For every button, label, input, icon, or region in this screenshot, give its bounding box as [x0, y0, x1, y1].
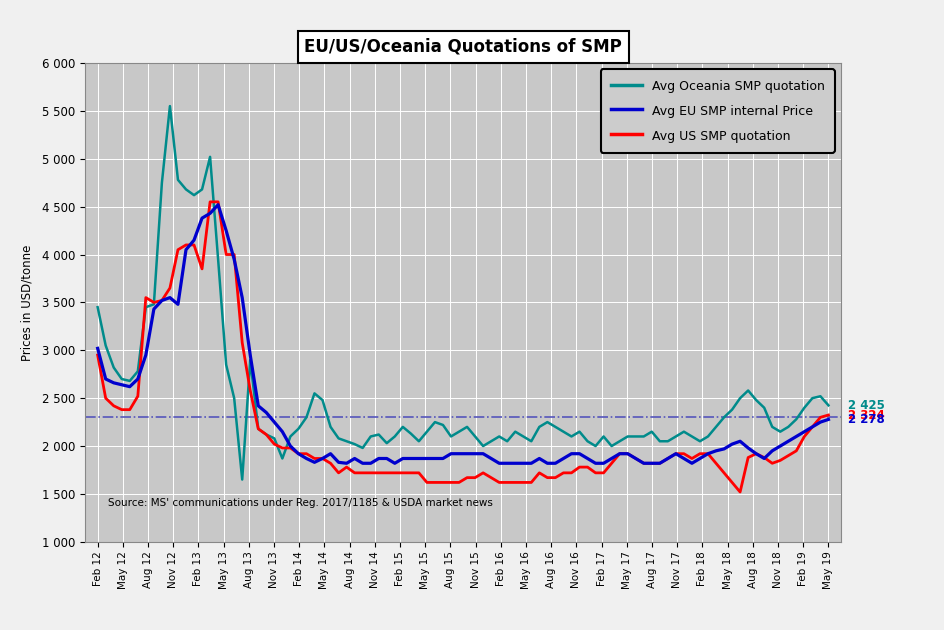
Legend: Avg Oceania SMP quotation, Avg EU SMP internal Price, Avg US SMP quotation: Avg Oceania SMP quotation, Avg EU SMP in…	[600, 69, 834, 152]
Text: 2 425: 2 425	[847, 399, 884, 412]
Text: 2 324: 2 324	[847, 408, 884, 421]
Y-axis label: Prices in USD/tonne: Prices in USD/tonne	[21, 244, 34, 360]
Title: EU/US/Oceania Quotations of SMP: EU/US/Oceania Quotations of SMP	[304, 38, 621, 56]
Text: 2 278: 2 278	[847, 413, 884, 426]
Text: Source: MS' communications under Reg. 2017/1185 & USDA market news: Source: MS' communications under Reg. 20…	[108, 498, 492, 508]
